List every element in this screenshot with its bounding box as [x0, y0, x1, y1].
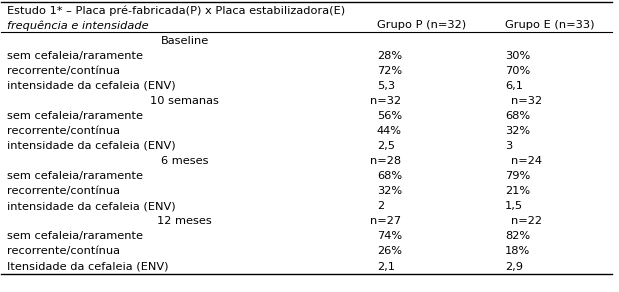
Text: 2,1: 2,1 [377, 262, 395, 272]
Text: 68%: 68% [505, 111, 530, 121]
Text: n=32: n=32 [370, 96, 401, 106]
Text: 32%: 32% [505, 126, 530, 136]
Text: Itensidade da cefaleia (ENV): Itensidade da cefaleia (ENV) [7, 262, 169, 272]
Text: 6 meses: 6 meses [161, 156, 209, 166]
Text: 2: 2 [377, 201, 384, 211]
Text: Baseline: Baseline [160, 36, 209, 46]
Text: recorrente/contínua: recorrente/contínua [7, 126, 121, 136]
Text: 12 meses: 12 meses [157, 216, 212, 226]
Text: 6,1: 6,1 [505, 81, 523, 91]
Text: 56%: 56% [377, 111, 402, 121]
Text: sem cefaleia/raramente: sem cefaleia/raramente [7, 111, 144, 121]
Text: n=24: n=24 [511, 156, 542, 166]
Text: n=22: n=22 [511, 216, 542, 226]
Text: 18%: 18% [505, 246, 530, 256]
Text: 3: 3 [505, 141, 513, 151]
Text: n=28: n=28 [370, 156, 401, 166]
Text: 26%: 26% [377, 246, 402, 256]
Text: 68%: 68% [377, 171, 402, 181]
Text: 10 semanas: 10 semanas [150, 96, 219, 106]
Text: 32%: 32% [377, 186, 402, 196]
Text: n=32: n=32 [511, 96, 542, 106]
Text: recorrente/contínua: recorrente/contínua [7, 246, 121, 256]
Text: 28%: 28% [377, 51, 402, 61]
Text: sem cefaleia/raramente: sem cefaleia/raramente [7, 171, 144, 181]
Text: 30%: 30% [505, 51, 530, 61]
Text: frequência e intensidade: frequência e intensidade [7, 20, 149, 31]
Text: 79%: 79% [505, 171, 530, 181]
Text: recorrente/contínua: recorrente/contínua [7, 66, 121, 76]
Text: Estudo 1* – Placa pré-fabricada(P) x Placa estabilizadora(E): Estudo 1* – Placa pré-fabricada(P) x Pla… [7, 5, 345, 16]
Text: 44%: 44% [377, 126, 402, 136]
Text: sem cefaleia/raramente: sem cefaleia/raramente [7, 51, 144, 61]
Text: 21%: 21% [505, 186, 530, 196]
Text: 74%: 74% [377, 231, 402, 241]
Text: intensidade da cefaleia (ENV): intensidade da cefaleia (ENV) [7, 201, 176, 211]
Text: sem cefaleia/raramente: sem cefaleia/raramente [7, 231, 144, 241]
Text: n=27: n=27 [370, 216, 401, 226]
Text: intensidade da cefaleia (ENV): intensidade da cefaleia (ENV) [7, 81, 176, 91]
Text: 82%: 82% [505, 231, 530, 241]
Text: 5,3: 5,3 [377, 81, 395, 91]
Text: 70%: 70% [505, 66, 530, 76]
Text: Grupo E (n=33): Grupo E (n=33) [505, 20, 595, 30]
Text: Grupo P (n=32): Grupo P (n=32) [377, 20, 466, 30]
Text: recorrente/contínua: recorrente/contínua [7, 186, 121, 196]
Text: 72%: 72% [377, 66, 402, 76]
Text: 2,9: 2,9 [505, 262, 523, 272]
Text: intensidade da cefaleia (ENV): intensidade da cefaleia (ENV) [7, 141, 176, 151]
Text: 1,5: 1,5 [505, 201, 523, 211]
Text: 2,5: 2,5 [377, 141, 395, 151]
